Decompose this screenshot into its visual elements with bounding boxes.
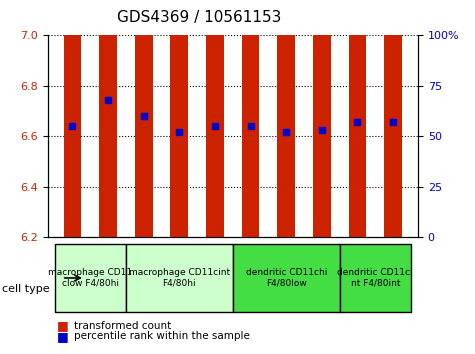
Bar [64,0,81,237]
Text: macrophage CD11cint
F4/80hi: macrophage CD11cint F4/80hi [129,268,230,288]
Text: dendritic CD11ci
nt F4/80int: dendritic CD11ci nt F4/80int [337,268,413,288]
Text: macrophage CD11
clow F4/80hi: macrophage CD11 clow F4/80hi [48,268,133,288]
FancyBboxPatch shape [126,244,233,313]
Bar [135,0,152,237]
Bar [313,0,331,237]
FancyBboxPatch shape [55,244,126,313]
Text: GDS4369 / 10561153: GDS4369 / 10561153 [117,10,282,25]
Bar [277,0,295,237]
Bar [349,0,366,237]
FancyBboxPatch shape [340,244,411,313]
Text: cell type: cell type [2,284,50,293]
Bar [242,0,259,237]
Text: dendritic CD11chi
F4/80low: dendritic CD11chi F4/80low [246,268,327,288]
Text: transformed count: transformed count [74,321,171,331]
Bar [384,0,402,237]
Text: percentile rank within the sample: percentile rank within the sample [74,331,249,341]
Text: ■: ■ [57,330,69,343]
Bar [206,0,224,237]
Text: ■: ■ [57,319,69,332]
Bar [99,0,117,237]
FancyBboxPatch shape [233,244,340,313]
Bar [171,0,188,237]
